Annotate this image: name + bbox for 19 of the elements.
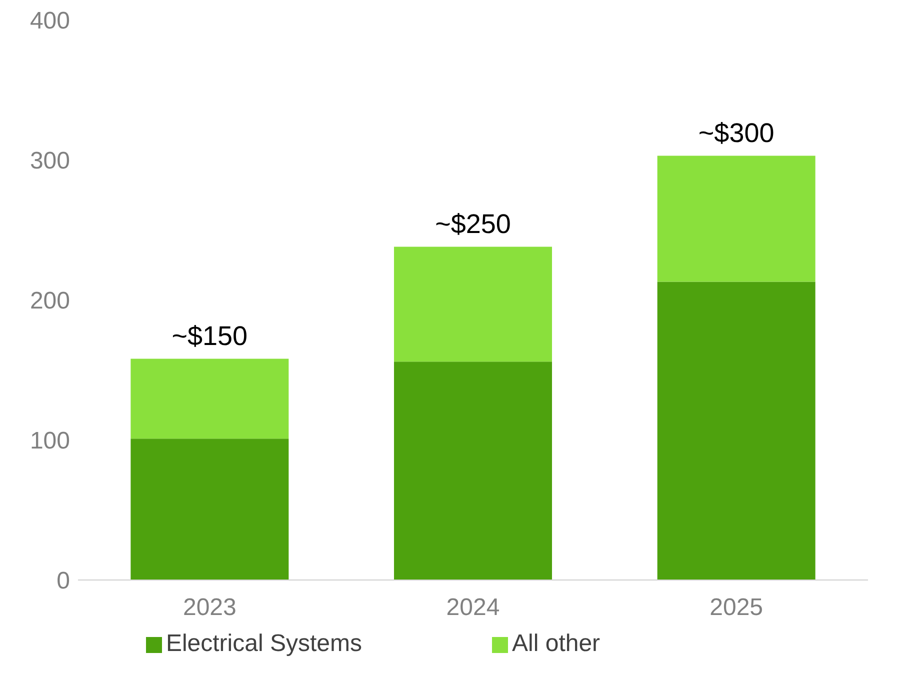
y-tick-label: 200 bbox=[30, 288, 70, 315]
bar bbox=[394, 246, 552, 362]
bar bbox=[394, 362, 552, 580]
bar bbox=[130, 438, 289, 580]
bar bbox=[130, 358, 289, 439]
bar bbox=[657, 282, 816, 580]
x-tick-label: 2023 bbox=[182, 594, 236, 622]
legend-label: All other bbox=[512, 630, 600, 657]
x-tick-label: 2025 bbox=[710, 594, 764, 622]
bar bbox=[657, 156, 816, 282]
x-tick-label: 2024 bbox=[446, 594, 500, 622]
y-tick-label: 300 bbox=[30, 148, 70, 175]
annotation: ~$250 bbox=[435, 208, 511, 239]
y-tick-label: 100 bbox=[30, 428, 70, 455]
annotation: ~$300 bbox=[698, 118, 774, 148]
y-tick-label: 0 bbox=[56, 568, 70, 595]
legend-label: Electrical Systems bbox=[166, 630, 362, 657]
annotation: ~$150 bbox=[172, 320, 248, 351]
y-tick-label: 400 bbox=[30, 8, 70, 35]
